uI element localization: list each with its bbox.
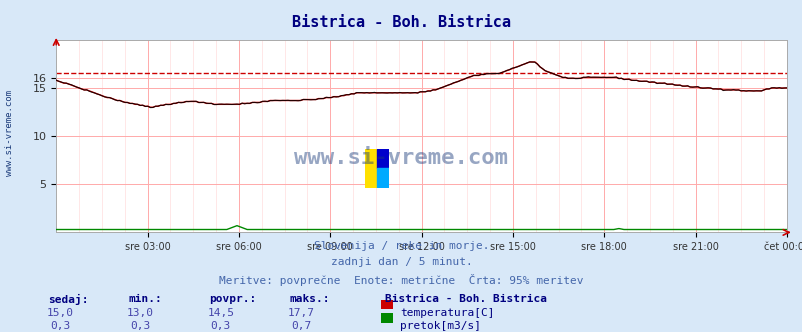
Text: 0,3: 0,3 bbox=[50, 321, 71, 331]
Text: Bistrica - Boh. Bistrica: Bistrica - Boh. Bistrica bbox=[292, 15, 510, 30]
Text: Slovenija / reke in morje.: Slovenija / reke in morje. bbox=[314, 241, 488, 251]
Bar bbox=[377, 149, 389, 169]
Text: 15,0: 15,0 bbox=[47, 308, 74, 318]
Text: pretok[m3/s]: pretok[m3/s] bbox=[399, 321, 480, 331]
Bar bbox=[377, 169, 389, 188]
Text: maks.:: maks.: bbox=[289, 294, 329, 304]
Text: min.:: min.: bbox=[128, 294, 162, 304]
Bar bbox=[365, 149, 377, 188]
Text: 0,7: 0,7 bbox=[290, 321, 311, 331]
Text: Bistrica - Boh. Bistrica: Bistrica - Boh. Bistrica bbox=[385, 294, 547, 304]
Text: 0,3: 0,3 bbox=[130, 321, 151, 331]
Text: 13,0: 13,0 bbox=[127, 308, 154, 318]
Text: 17,7: 17,7 bbox=[287, 308, 314, 318]
Text: zadnji dan / 5 minut.: zadnji dan / 5 minut. bbox=[330, 257, 472, 267]
Text: www.si-vreme.com: www.si-vreme.com bbox=[294, 148, 508, 168]
Text: temperatura[C]: temperatura[C] bbox=[399, 308, 494, 318]
Text: 0,3: 0,3 bbox=[210, 321, 231, 331]
Text: povpr.:: povpr.: bbox=[209, 294, 256, 304]
Text: 14,5: 14,5 bbox=[207, 308, 234, 318]
Text: sedaj:: sedaj: bbox=[48, 294, 88, 305]
Text: Meritve: povprečne  Enote: metrične  Črta: 95% meritev: Meritve: povprečne Enote: metrične Črta:… bbox=[219, 274, 583, 286]
Text: www.si-vreme.com: www.si-vreme.com bbox=[5, 90, 14, 176]
